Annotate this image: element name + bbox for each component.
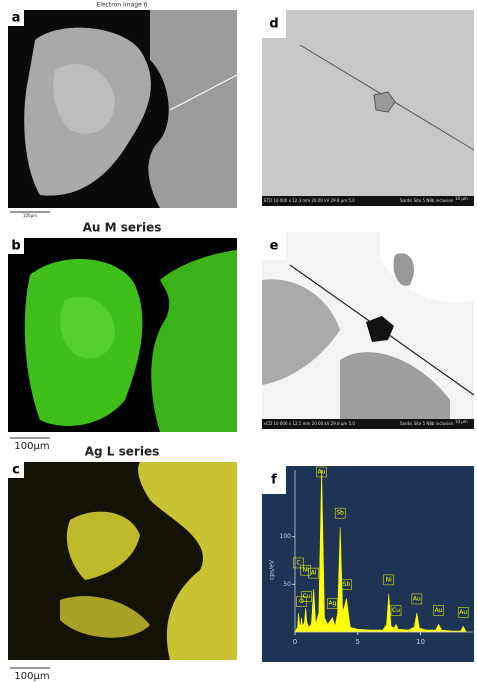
peak-label: Ni — [303, 567, 309, 574]
info-text: ETD 10 000 x 12.3 mm 20.00 kV 29.8 μm 5.… — [264, 198, 355, 203]
y-tick-label: 50 — [283, 581, 291, 588]
sample-text: Sardis Site 5 N8b inclusion — [400, 421, 454, 426]
scale-bar-label: 100μm — [23, 213, 37, 218]
y-axis-label: cps/eV — [269, 559, 276, 580]
peak-label: Ni — [386, 576, 392, 583]
x-tick-label: 10 — [416, 638, 425, 646]
peak-label: C — [296, 559, 300, 566]
peak-label: Au — [413, 595, 421, 602]
peak-label: Al — [311, 570, 317, 577]
scale-bar-label: 100μm — [14, 441, 49, 452]
sample-text: Sardis Site 5 N8b inclusion — [400, 198, 454, 203]
peak-label: Au — [435, 607, 443, 614]
figure: Electron Image 6 100μm a Au M series 100… — [0, 0, 477, 682]
map-title: Ag L series — [85, 445, 159, 459]
image-header: Electron Image 6 — [96, 2, 147, 9]
panel-label: a — [12, 11, 21, 26]
peak-label: Sb — [336, 510, 344, 517]
micrograph-d — [262, 10, 474, 196]
x-tick-label: 0 — [293, 638, 297, 646]
scale-bar-label: 100μm — [14, 671, 49, 682]
peak-label: Ag — [328, 600, 336, 607]
peak-label: Cu — [392, 607, 400, 614]
peak-label: Au — [318, 469, 326, 476]
panel-label: e — [270, 239, 279, 254]
info-text: vCD 10 000 x 12.5 mm 20.00 kV 29.8 μm 5.… — [264, 421, 355, 426]
peak-label: Sb — [343, 581, 351, 588]
peak-label: Au — [459, 609, 467, 616]
panel-label: d — [269, 17, 278, 32]
panel-label: c — [12, 463, 20, 478]
map-title: Au M series — [83, 221, 162, 235]
peak-label: Cu — [303, 593, 311, 600]
scale-bar-label: 10 μm — [455, 196, 468, 201]
grain — [151, 250, 237, 432]
panel-label: f — [271, 473, 277, 488]
x-tick-label: 5 — [356, 638, 360, 646]
panel-label: b — [11, 239, 20, 254]
y-tick-label: 100 — [280, 533, 292, 540]
scale-bar-label: 10 μm — [455, 419, 468, 424]
spectrum-panel — [262, 466, 474, 662]
